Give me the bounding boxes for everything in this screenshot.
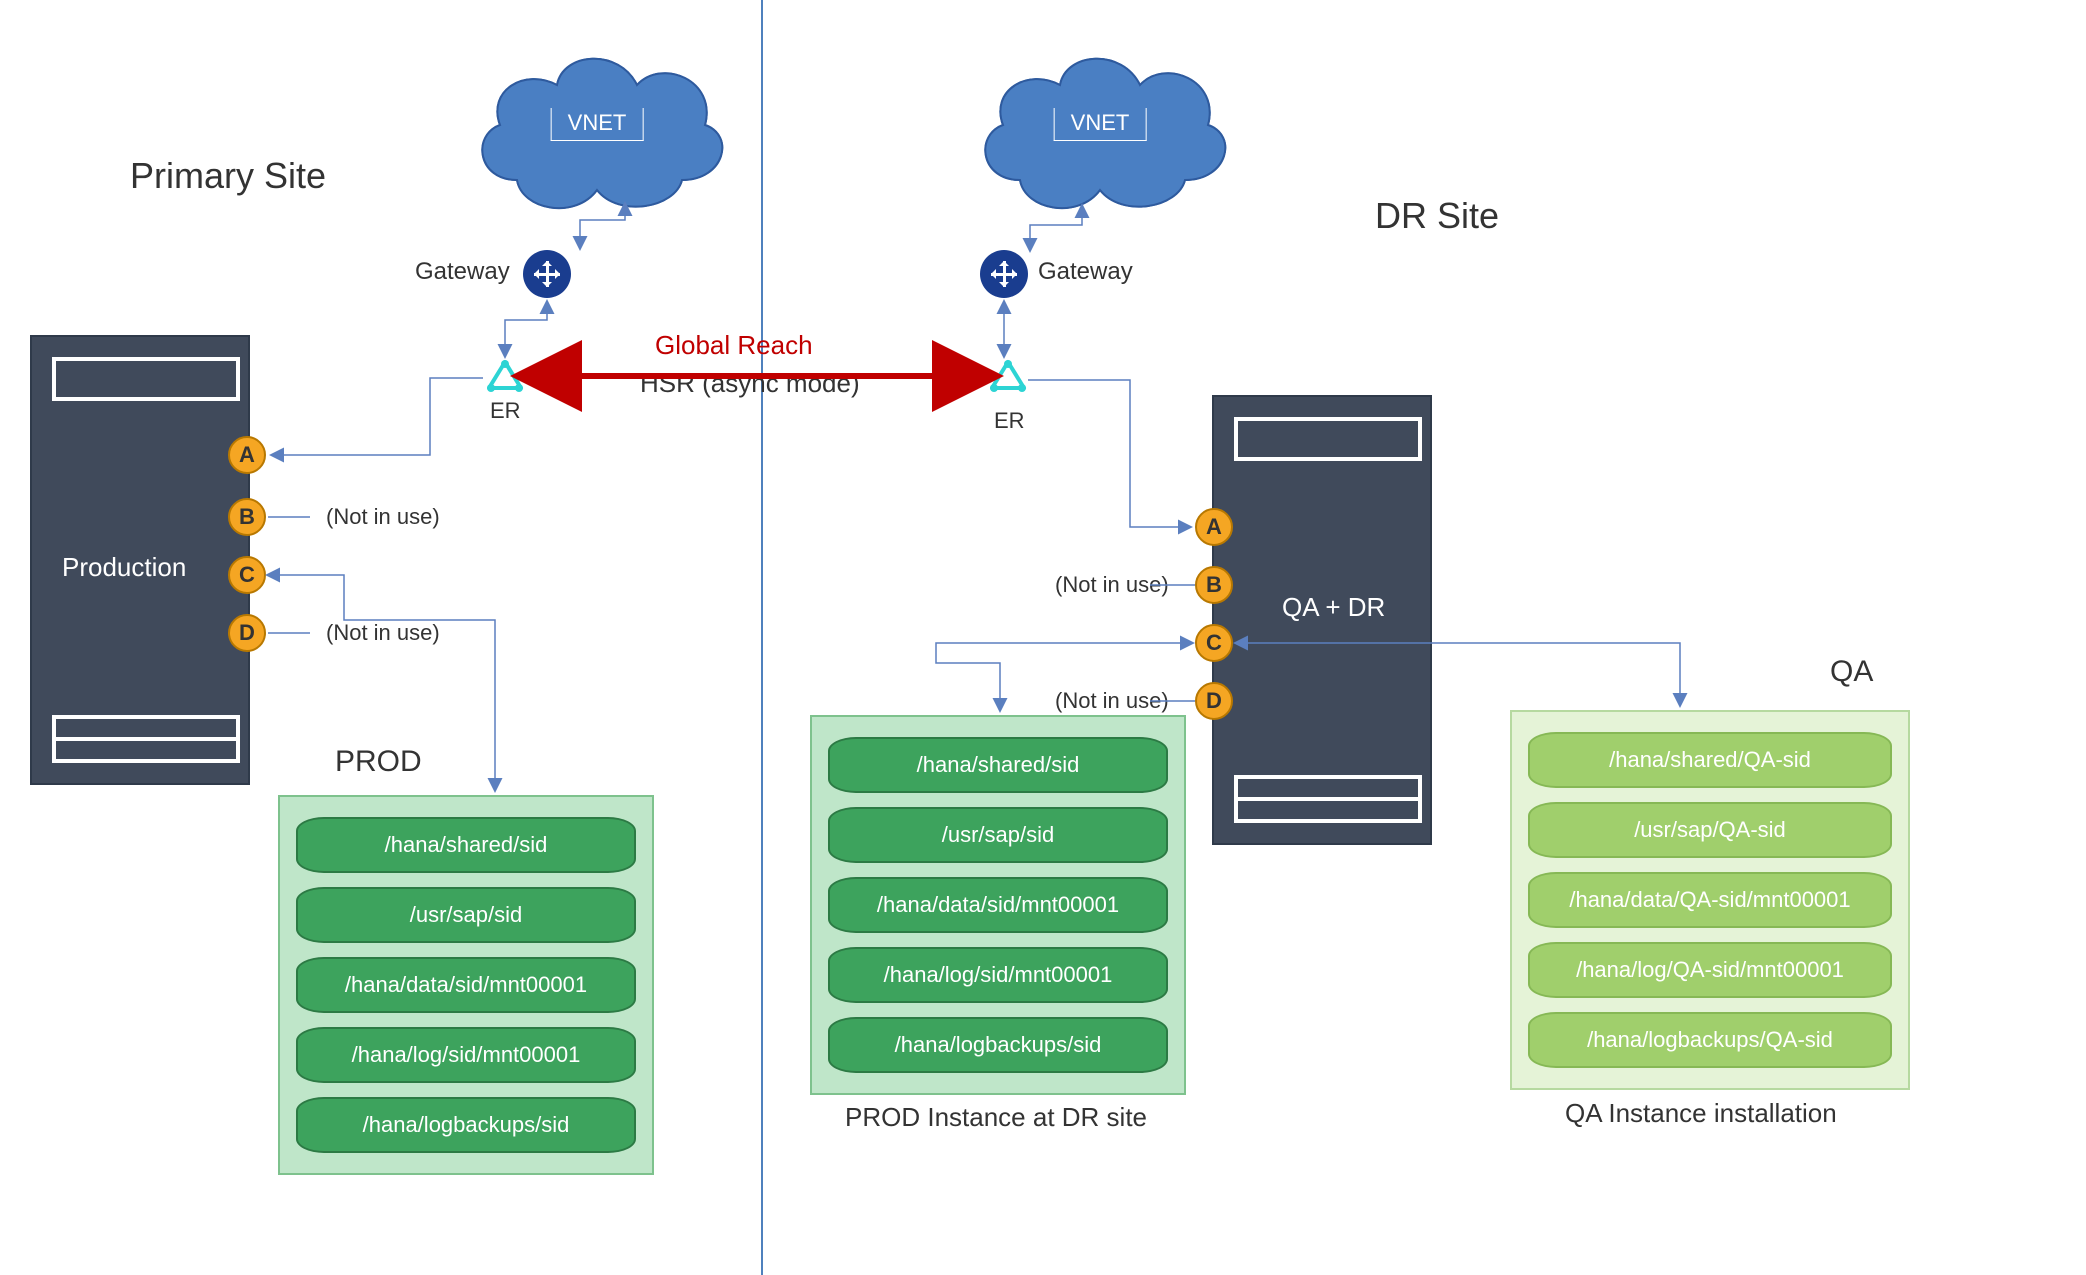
dr-port-b: B bbox=[1195, 566, 1233, 604]
prod-port-a: A bbox=[228, 436, 266, 474]
dr-port-d-note: (Not in use) bbox=[1055, 688, 1169, 714]
disk: /hana/data/sid/mnt00001 bbox=[828, 877, 1168, 933]
disk: /usr/sap/sid bbox=[296, 887, 636, 943]
disk: /usr/sap/sid bbox=[828, 807, 1168, 863]
disk: /hana/log/sid/mnt00001 bbox=[828, 947, 1168, 1003]
server-production-label: Production bbox=[62, 552, 186, 583]
er-node-dr bbox=[990, 360, 1026, 392]
gateway-label-primary: Gateway bbox=[415, 258, 510, 286]
disk: /hana/logbackups/sid bbox=[828, 1017, 1168, 1073]
storage-prod: /hana/shared/sid /usr/sap/sid /hana/data… bbox=[278, 795, 654, 1175]
disk: /hana/data/sid/mnt00001 bbox=[296, 957, 636, 1013]
gateway-icon-primary bbox=[523, 250, 571, 298]
prod-port-d: D bbox=[228, 614, 266, 652]
prod-port-b: B bbox=[228, 498, 266, 536]
er-label-dr: ER bbox=[994, 408, 1025, 434]
cloud-dr: VNET bbox=[970, 40, 1230, 215]
disk: /hana/logbackups/QA-sid bbox=[1528, 1012, 1892, 1068]
prod-port-d-note: (Not in use) bbox=[326, 620, 440, 646]
storage-prod-title: PROD bbox=[335, 745, 422, 779]
gateway-icon-dr bbox=[980, 250, 1028, 298]
storage-dr-prod: /hana/shared/sid /usr/sap/sid /hana/data… bbox=[810, 715, 1186, 1095]
disk: /hana/data/QA-sid/mnt00001 bbox=[1528, 872, 1892, 928]
dr-port-c: C bbox=[1195, 624, 1233, 662]
primary-site-title: Primary Site bbox=[130, 155, 326, 197]
site-divider bbox=[761, 0, 763, 1275]
storage-qa-subtitle: QA Instance installation bbox=[1565, 1098, 1837, 1129]
er-node-primary bbox=[487, 360, 523, 392]
disk: /hana/logbackups/sid bbox=[296, 1097, 636, 1153]
storage-qa-title: QA bbox=[1830, 655, 1873, 689]
disk: /hana/log/sid/mnt00001 bbox=[296, 1027, 636, 1083]
cloud-dr-label: VNET bbox=[1054, 108, 1147, 141]
disk: /hana/log/QA-sid/mnt00001 bbox=[1528, 942, 1892, 998]
cloud-primary: VNET bbox=[467, 40, 727, 215]
dr-site-title: DR Site bbox=[1375, 195, 1499, 237]
disk: /hana/shared/sid bbox=[828, 737, 1168, 793]
prod-port-b-note: (Not in use) bbox=[326, 504, 440, 530]
er-label-primary: ER bbox=[490, 398, 521, 424]
hsr-label: HSR (async mode) bbox=[640, 368, 860, 399]
global-reach-label: Global Reach bbox=[655, 330, 813, 361]
server-dr-label: QA + DR bbox=[1282, 592, 1385, 623]
dr-port-d: D bbox=[1195, 682, 1233, 720]
server-dr: QA + DR bbox=[1212, 395, 1432, 845]
storage-dr-prod-subtitle: PROD Instance at DR site bbox=[845, 1102, 1147, 1133]
gateway-label-dr: Gateway bbox=[1038, 258, 1133, 286]
dr-port-a: A bbox=[1195, 508, 1233, 546]
disk: /hana/shared/QA-sid bbox=[1528, 732, 1892, 788]
storage-qa: /hana/shared/QA-sid /usr/sap/QA-sid /han… bbox=[1510, 710, 1910, 1090]
disk: /usr/sap/QA-sid bbox=[1528, 802, 1892, 858]
disk: /hana/shared/sid bbox=[296, 817, 636, 873]
cloud-primary-label: VNET bbox=[551, 108, 644, 141]
dr-port-b-note: (Not in use) bbox=[1055, 572, 1169, 598]
prod-port-c: C bbox=[228, 556, 266, 594]
server-production: Production bbox=[30, 335, 250, 785]
